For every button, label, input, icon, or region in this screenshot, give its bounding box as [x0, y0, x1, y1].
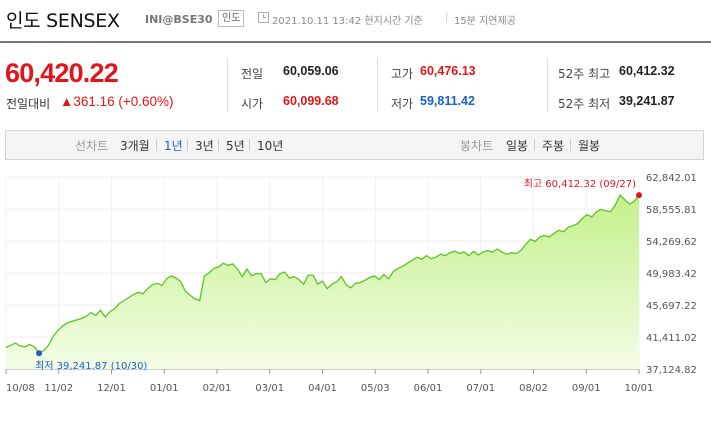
tab-3-years[interactable]: 3년	[195, 139, 214, 153]
tab-weekly-candle[interactable]: 주봉	[542, 139, 565, 153]
stat-label-52w-high: 52주 최고	[558, 67, 611, 81]
tab-separator	[570, 139, 571, 151]
page-title: 인도 SENSEX	[6, 10, 120, 32]
high-marker	[636, 192, 642, 199]
x-tick-label: 05/03	[361, 383, 390, 394]
y-tick-label: 41,411.02	[646, 333, 697, 344]
y-tick-label: 54,269.62	[646, 237, 697, 248]
x-tick-label: 12/01	[97, 383, 126, 394]
clock-icon	[258, 12, 269, 23]
price-line	[5, 194, 640, 355]
x-tick-label: 02/01	[203, 383, 232, 394]
tab-separator	[534, 139, 535, 151]
low-marker	[36, 350, 43, 357]
high-annotation: 최고 60,412.32 (09/27)	[524, 178, 636, 190]
header-separator: |	[445, 12, 449, 23]
tab-3-months[interactable]: 3개월	[120, 139, 150, 153]
x-tick-label: 07/01	[466, 383, 495, 394]
price-area-chart[interactable]: 62,842.01 58,555.81 54,269.62 49,983.42 45,6…	[0, 165, 711, 427]
tab-separator	[249, 139, 250, 151]
y-tick-label: 37,124.82	[646, 365, 697, 376]
chart-period-tabbar	[5, 130, 704, 160]
stat-value-high: 60,476.13	[420, 64, 476, 78]
tab-separator	[218, 139, 219, 151]
stat-label-high: 고가	[391, 67, 414, 81]
x-tick-label: 09/01	[572, 383, 601, 394]
y-tick-label: 49,983.42	[646, 269, 697, 280]
tab-separator	[187, 139, 188, 151]
tab-1-year[interactable]: 1년	[164, 139, 183, 153]
stat-value-low: 59,811.42	[420, 94, 475, 108]
stat-label-52w-low: 52주 최저	[558, 97, 611, 111]
tab-10-years[interactable]: 10년	[257, 139, 284, 153]
stats-divider	[227, 58, 228, 112]
x-tick-label: 10/08	[6, 383, 35, 394]
index-code: INI@BSE30	[145, 13, 213, 26]
candle-chart-label: 봉차트	[460, 139, 494, 153]
line-chart-label: 선차트	[75, 139, 109, 153]
y-tick-label: 45,697.22	[646, 301, 697, 312]
stat-value-52w-low: 39,241.87	[619, 94, 675, 108]
y-tick-label: 62,842.01	[646, 173, 697, 184]
stat-value-prev-close: 60,059.06	[283, 64, 339, 78]
header-divider	[0, 41, 711, 43]
market-badge: 인도	[218, 10, 245, 27]
delay-notice: 15분 지연제공	[454, 16, 516, 27]
current-price: 60,420.22	[5, 58, 119, 88]
x-tick-label: 03/01	[255, 383, 284, 394]
tab-separator	[156, 139, 157, 151]
tab-daily-candle[interactable]: 일봉	[506, 139, 529, 153]
x-tick-label: 10/01	[625, 383, 654, 394]
stat-value-open: 60,099.68	[283, 94, 339, 108]
tab-5-years[interactable]: 5년	[226, 139, 245, 153]
tab-monthly-candle[interactable]: 월봉	[578, 139, 601, 153]
stats-divider	[377, 58, 378, 112]
low-annotation: 최저 39,241.87 (10/30)	[35, 360, 147, 372]
x-tick-label: 06/01	[414, 383, 443, 394]
stat-label-low: 저가	[391, 97, 414, 111]
x-tick-label: 04/01	[308, 383, 337, 394]
x-tick-label: 08/02	[519, 383, 548, 394]
x-tick-label: 01/01	[150, 383, 179, 394]
stat-label-open: 시가	[241, 97, 264, 111]
timestamp-text: 2021.10.11 13:42 현지시간 기준	[272, 16, 423, 27]
change-label: 전일대비	[6, 97, 51, 111]
change-value: ▲361.16 (+0.60%)	[60, 94, 174, 109]
x-tick-label: 11/02	[44, 383, 73, 394]
y-tick-label: 58,555.81	[646, 205, 697, 216]
stat-value-52w-high: 60,412.32	[619, 64, 675, 78]
stats-divider	[547, 58, 548, 112]
stat-label-prev-close: 전일	[241, 67, 264, 81]
